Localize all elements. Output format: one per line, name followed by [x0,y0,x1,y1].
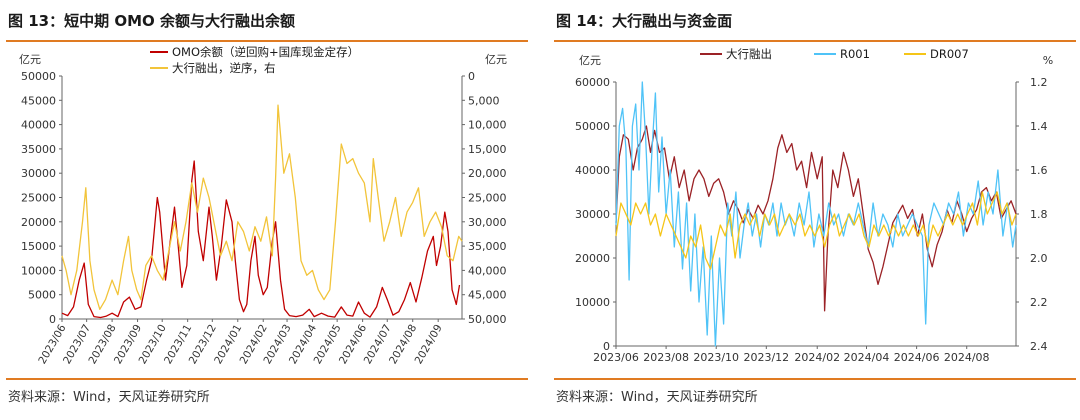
figure-14-title: 图 14：大行融出与资金面 [556,12,733,30]
right-tick-label: 25,000 [468,192,507,205]
left-tick-label: 50000 [21,70,56,83]
left-tick-label: 30000 [575,208,610,221]
left-tick-label: 15000 [21,240,56,253]
legend-label-0: OMO余额（逆回购+国库现金定存） [172,45,359,59]
legend-label-1: 大行融出，逆序，右 [172,61,276,75]
figure-13-chart: 亿元 亿元 0 5000 10000 15000 20000 25000 30000 35000 4… [19,45,507,366]
right-tick-label: 1.8 [1030,208,1048,221]
series-line-1 [61,104,463,310]
right-tick-label: 5,000 [468,94,500,107]
right-tick-label: 1.2 [1030,76,1048,89]
left-tick-label: 60000 [575,76,610,89]
right-tick-label: 15,000 [468,143,507,156]
right-tick-label: 35,000 [468,240,507,253]
figure-14-panel: 图 14：大行融出与资金面 亿元% 0 10000 20000 30000 40000 50… [548,0,1078,420]
figure-13-panel: 图 13：短中期 OMO 余额与大行融出余额 亿元 亿元 0 5000 10000 150… [0,0,530,420]
left-tick-label: 0 [603,340,610,353]
figure-14-source: 资料来源：Wind，天风证券研究所 [556,390,758,405]
figure-14-bottom-rule [554,378,1076,380]
series-line-2 [615,191,1017,270]
legend-label-2: DR007 [930,47,969,61]
series-line-1 [615,81,1017,347]
left-axis-unit: 亿元 [579,54,601,67]
x-tick-label: 2024/02 [794,351,840,364]
left-tick-label: 10000 [21,264,56,277]
x-tick-label: 2024/08 [944,351,990,364]
x-tick-label: 2023/10 [693,351,739,364]
series-line-0 [61,160,461,319]
left-tick-label: 10000 [575,296,610,309]
left-tick-label: 5000 [28,289,56,302]
left-tick-label: 35000 [21,143,56,156]
x-tick-label: 2023/06 [593,351,639,364]
left-axis-unit: 亿元 [19,53,41,66]
right-tick-label: 20,000 [468,167,507,180]
figure-13-bottom-rule [6,378,528,380]
x-tick-label: 2024/06 [894,351,940,364]
right-axis-unit: % [1043,54,1053,67]
x-tick-label: 2024/04 [844,351,890,364]
figure-14-chart: 亿元 % 0 10000 20000 30000 40000 50000 60000 1.2 1.4… [575,47,1053,364]
left-tick-label: 0 [49,313,56,326]
right-tick-label: 40,000 [468,264,507,277]
figure-13-source: 资料来源：Wind，天风证券研究所 [8,390,210,405]
right-tick-label: 45,000 [468,289,507,302]
left-tick-label: 45000 [21,94,56,107]
right-tick-label: 2.4 [1030,340,1048,353]
left-tick-label: 20000 [21,216,56,229]
figure-14-top-rule [554,40,1076,42]
left-tick-label: 50000 [575,120,610,133]
x-tick-label: 2023/12 [743,351,789,364]
right-tick-label: 0 [468,70,475,83]
left-tick-label: 30000 [21,167,56,180]
left-tick-label: 20000 [575,252,610,265]
right-tick-label: 1.6 [1030,164,1048,177]
right-tick-label: 30,000 [468,216,507,229]
right-axis-unit: 亿元 [485,53,507,66]
left-tick-label: 25000 [21,192,56,205]
right-tick-label: 2.2 [1030,296,1048,309]
legend-label-1: R001 [840,47,870,61]
right-tick-label: 2.0 [1030,252,1048,265]
right-tick-label: 10,000 [468,119,507,132]
figure-13-top-rule [6,40,528,42]
figure-13-title: 图 13：短中期 OMO 余额与大行融出余额 [8,12,295,30]
legend-label-0: 大行融出 [726,47,772,61]
x-tick-label: 2023/08 [643,351,689,364]
left-tick-label: 40000 [21,119,56,132]
right-tick-label: 1.4 [1030,120,1048,133]
series-line-0 [615,125,1017,312]
right-tick-label: 50,000 [468,313,507,326]
left-tick-label: 40000 [575,164,610,177]
